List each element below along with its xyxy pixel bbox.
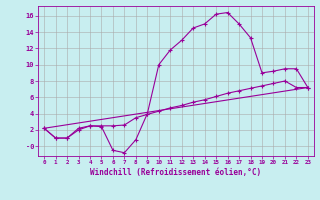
X-axis label: Windchill (Refroidissement éolien,°C): Windchill (Refroidissement éolien,°C)	[91, 168, 261, 177]
